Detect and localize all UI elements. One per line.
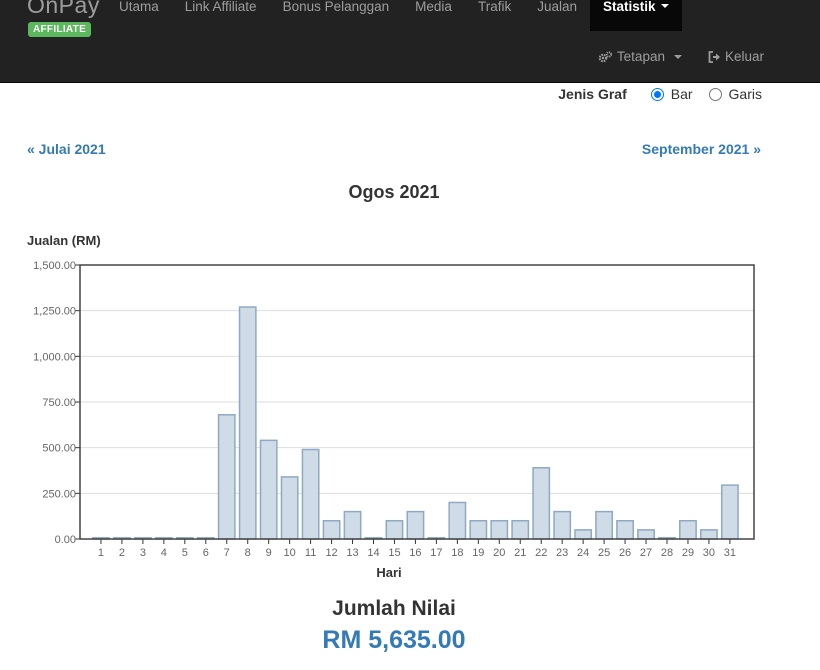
settings-label: Tetapan [616, 49, 665, 64]
prev-month-link[interactable]: « Julai 2021 [27, 141, 106, 157]
bar-day-22 [532, 467, 551, 540]
bar-day-12 [322, 519, 341, 540]
bar-day-23 [553, 510, 572, 540]
x-tick-label: 20 [493, 547, 505, 559]
x-tick-label: 16 [409, 547, 421, 559]
bar-day-16 [406, 510, 425, 540]
chart-type-selector: Jenis Graf Bar Garis [558, 86, 762, 102]
logout-label: Keluar [724, 49, 764, 64]
y-tick-label: 0.00 [55, 534, 76, 546]
x-tick-label: 12 [325, 547, 337, 559]
nav-item-media[interactable]: Media [415, 0, 452, 14]
bar-day-27 [637, 529, 655, 540]
bar-day-11 [301, 448, 320, 540]
x-tick-label: 8 [245, 547, 251, 559]
plot-border [79, 264, 755, 540]
bar-day-9 [259, 439, 278, 540]
x-tick-label: 3 [140, 547, 146, 559]
caret-down-icon [660, 4, 669, 8]
total-value: RM 5,635.00 [322, 626, 466, 654]
line-radio[interactable] [708, 87, 722, 101]
y-tick-label: 1,000.00 [33, 351, 76, 363]
settings-dropdown[interactable]: Tetapan [598, 49, 682, 64]
x-tick-label: 14 [367, 547, 379, 559]
x-axis-title: Hari [376, 565, 401, 580]
y-tick-label: 500.00 [42, 443, 76, 455]
y-tick-label: 750.00 [42, 397, 76, 409]
nav-right: Tetapan Keluar [598, 49, 764, 64]
x-tick-label: 17 [430, 547, 442, 559]
x-tick-label: 18 [451, 547, 463, 559]
bar-day-21 [511, 519, 530, 540]
x-tick-label: 29 [682, 547, 694, 559]
x-tick-label: 28 [661, 547, 673, 559]
x-tick-label: 31 [724, 547, 736, 559]
chart-title: Ogos 2021 [348, 182, 440, 202]
x-tick-label: 26 [619, 547, 631, 559]
nav-item-statistik-label: Statistik [603, 0, 656, 14]
nav-item-statistik[interactable]: Statistik [590, 0, 682, 31]
bar-day-19 [469, 519, 488, 540]
x-tick-label: 24 [577, 547, 589, 559]
total-label: Jumlah Nilai [332, 597, 456, 620]
y-tick-label: 1,500.00 [33, 260, 76, 272]
bar-day-13 [343, 510, 362, 540]
bar-day-10 [280, 476, 299, 540]
x-tick-label: 30 [703, 547, 715, 559]
bar-day-26 [616, 519, 634, 540]
x-tick-label: 1 [98, 547, 104, 559]
chart-type-line-option[interactable]: Garis [708, 86, 762, 102]
x-tick-label: 11 [305, 547, 316, 559]
x-tick-label: 4 [161, 547, 167, 559]
x-tick-label: 21 [514, 547, 526, 559]
x-tick-label: 19 [472, 547, 484, 559]
bar-day-31 [720, 484, 739, 540]
nav-item-jualan[interactable]: Jualan [537, 0, 577, 14]
x-tick-label: 7 [224, 547, 230, 559]
y-axis-title: Jualan (RM) [27, 233, 101, 248]
bar-day-15 [385, 519, 404, 540]
x-tick-label: 23 [556, 547, 568, 559]
bar-day-30 [700, 529, 718, 540]
nav-item-link-affiliate[interactable]: Link Affiliate [184, 0, 257, 14]
bar-day-8 [238, 306, 257, 540]
main-nav: Utama Link Affiliate Bonus Pelanggan Med… [106, 0, 682, 31]
x-tick-label: 25 [598, 547, 610, 559]
x-tick-label: 15 [388, 547, 400, 559]
x-tick-label: 6 [203, 547, 209, 559]
nav-item-bonus-pelanggan[interactable]: Bonus Pelanggan [282, 0, 390, 14]
caret-down-icon [673, 54, 682, 59]
x-tick-label: 10 [284, 547, 296, 559]
nav-item-trafik[interactable]: Trafik [477, 0, 512, 14]
sales-bar-chart: 0.00 250.00 500.00 750.00 1,000.00 1,250.00 1,… [27, 233, 755, 580]
bar-day-20 [490, 519, 509, 540]
next-month-link[interactable]: September 2021 » [641, 141, 761, 157]
x-tick-label: 2 [119, 547, 125, 559]
affiliate-badge: AFFILIATE [28, 22, 92, 37]
chart-type-label: Jenis Graf [558, 86, 627, 102]
x-tick-label: 22 [535, 547, 547, 559]
y-tick-label: 1,250.00 [33, 306, 76, 318]
sign-out-icon [708, 50, 720, 63]
x-tick-label: 27 [640, 547, 652, 559]
top-navbar: OnPay AFFILIATE Utama Link Affiliate Bon… [0, 0, 820, 83]
bar-day-7 [217, 414, 236, 540]
bar-radio-label: Bar [670, 86, 693, 102]
bar-day-29 [679, 519, 697, 540]
brand-logo[interactable]: OnPay [27, 0, 100, 18]
x-tick-label: 13 [346, 547, 358, 559]
bar-day-24 [574, 529, 593, 540]
bar-day-25 [595, 510, 614, 540]
logout-link[interactable]: Keluar [708, 49, 764, 64]
x-tick-label: 5 [182, 547, 188, 559]
line-radio-label: Garis [728, 86, 762, 102]
bar-radio[interactable] [650, 87, 664, 101]
y-tick-label: 250.00 [42, 488, 76, 500]
gears-icon [598, 50, 613, 62]
bar-day-18 [448, 501, 467, 540]
nav-item-utama[interactable]: Utama [119, 0, 159, 14]
x-tick-label: 9 [266, 547, 272, 559]
chart-type-bar-option[interactable]: Bar [650, 86, 693, 102]
